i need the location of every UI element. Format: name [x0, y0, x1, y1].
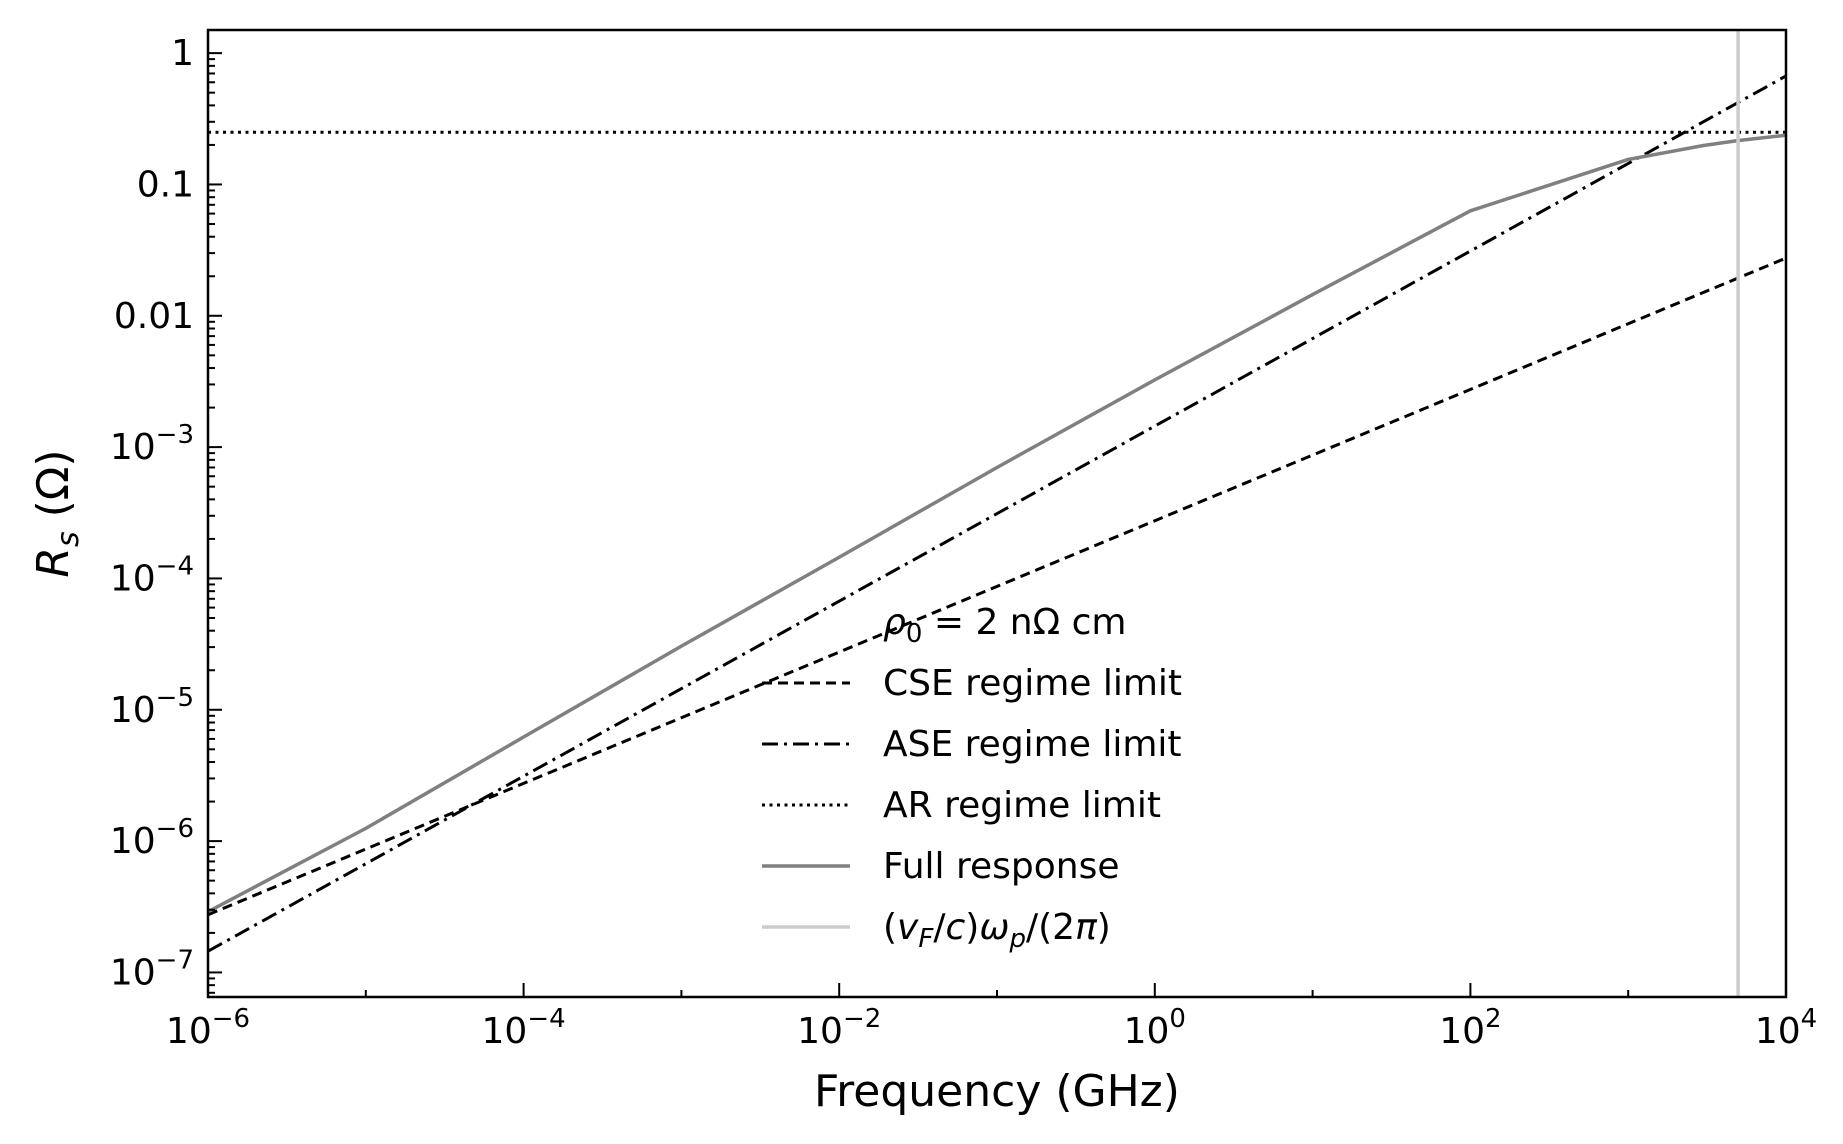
tick-labels: 10−6 10−4 10−2 100 102 10410−710−610−510−410−…: [110, 33, 1817, 1052]
legend-title: ρ0 = 2 nΩ cm: [883, 602, 1126, 649]
y-tick-label-base: 10: [110, 558, 156, 599]
y-tick-label-exp: −5: [156, 683, 194, 713]
y-tick-label: 0.01: [114, 296, 194, 337]
y-axis-label: Rs (Ω): [28, 449, 86, 577]
legend-label-part: /(2: [1026, 907, 1075, 948]
x-tick-label: 102: [1439, 1004, 1501, 1052]
y-axis-label-unit: (Ω): [28, 449, 79, 531]
y-axis-label-sub: s: [51, 531, 86, 547]
legend-label-part: c: [945, 907, 965, 948]
x-tick-label: 104: [1755, 1004, 1817, 1052]
legend-label: AR regime limit: [883, 785, 1161, 826]
legend-label-part: ): [1097, 907, 1111, 948]
legend-entries: CSE regime limit ASE regime limit AR regim…: [762, 663, 1182, 954]
y-axis-label-main: R: [28, 547, 79, 578]
y-tick-label: 10−5: [110, 683, 194, 731]
x-tick-label-base: 10: [1124, 1011, 1170, 1052]
legend-label-part: F: [918, 924, 934, 954]
x-tick-label-exp: 4: [1801, 1004, 1818, 1034]
y-tick-label-base: 10: [110, 690, 156, 731]
legend-item-ase-regime-limit: ASE regime limit: [762, 724, 1182, 765]
y-tick-label: 10−6: [110, 814, 194, 862]
x-tick-label: 10−4: [482, 1004, 566, 1052]
y-tick-label: 10−7: [110, 945, 194, 993]
legend-label: ASE regime limit: [883, 724, 1182, 765]
y-tick-label: 10−4: [110, 551, 194, 599]
legend-item-vf-omega-p: (vF/c)ωp/(2π): [762, 907, 1111, 954]
series-layer: [208, 30, 1786, 997]
legend-title-sub: 0: [906, 619, 923, 649]
x-tick-label: 10−6: [166, 1004, 250, 1052]
legend-label-part: π: [1075, 907, 1098, 948]
legend-label-part: ): [965, 907, 979, 948]
series-full-response-line: [208, 133, 1786, 914]
x-axis-label: Frequency (GHz): [814, 1066, 1180, 1117]
legend-label-part: ω: [979, 907, 1009, 948]
series-cse-regime-limit-line: [208, 256, 1786, 917]
series-ase-regime-limit-line: [208, 74, 1786, 953]
x-tick-label-base: 10: [1755, 1011, 1801, 1052]
legend-label-part: /: [933, 907, 946, 948]
x-tick-label-exp: 2: [1485, 1004, 1502, 1034]
legend-label: CSE regime limit: [883, 663, 1182, 704]
legend-item-ar-regime-limit: AR regime limit: [762, 785, 1161, 826]
y-tick-label-exp: −3: [156, 420, 194, 450]
y-tick-label-base: 10: [110, 427, 156, 468]
y-tick-label-base: 10: [110, 952, 156, 993]
y-tick-label-base: 10: [110, 821, 156, 862]
x-tick-label-base: 10: [1439, 1011, 1485, 1052]
legend-title-text: = 2 nΩ cm: [922, 602, 1126, 643]
ticks-layer: [207, 52, 1787, 997]
legend-label: Full response: [883, 846, 1120, 887]
y-tick-label: 10−3: [110, 420, 194, 468]
legend-title-symbol: ρ: [883, 602, 906, 643]
legend-label-part: (: [883, 907, 897, 948]
y-tick-label: 1: [171, 33, 194, 74]
x-tick-label: 10−2: [797, 1004, 881, 1052]
legend-label-part: v: [897, 907, 919, 948]
legend: ρ0 = 2 nΩ cm CSE regime limit ASE regime …: [762, 602, 1182, 954]
x-tick-label-exp: −2: [843, 1004, 881, 1034]
legend-label: (vF/c)ωp/(2π): [883, 907, 1111, 954]
x-tick-label-base: 10: [797, 1011, 843, 1052]
x-tick-label-exp: 0: [1169, 1004, 1186, 1034]
x-tick-label-base: 10: [482, 1011, 528, 1052]
legend-label-part: p: [1008, 924, 1026, 954]
y-tick-label-exp: −4: [156, 551, 194, 581]
x-tick-label: 100: [1124, 1004, 1186, 1052]
x-tick-label-exp: −6: [212, 1004, 250, 1034]
x-tick-label-base: 10: [166, 1011, 212, 1052]
legend-item-cse-regime-limit: CSE regime limit: [762, 663, 1182, 704]
y-tick-label-exp: −7: [156, 945, 194, 975]
x-tick-label-exp: −4: [527, 1004, 565, 1034]
y-tick-label-exp: −6: [156, 814, 194, 844]
legend-item-full-response: Full response: [762, 846, 1120, 887]
y-tick-label: 0.1: [137, 164, 194, 205]
